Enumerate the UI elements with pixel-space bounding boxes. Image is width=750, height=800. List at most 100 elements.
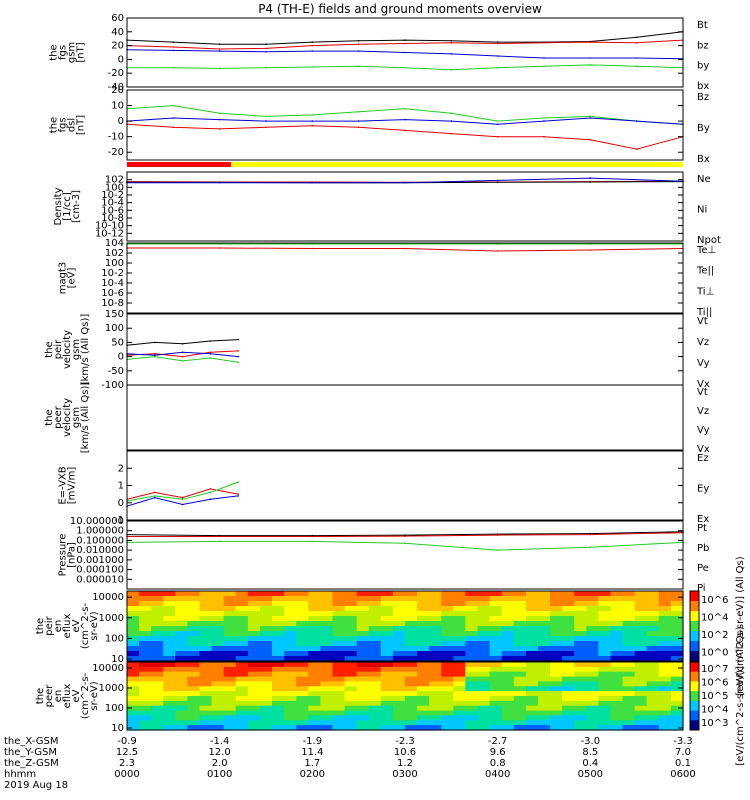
heatmap-cell [441, 700, 454, 707]
heatmap-cell [175, 591, 188, 597]
heatmap-cell [429, 671, 442, 678]
heatmap-cell [127, 676, 140, 683]
heatmap-cell [453, 705, 466, 712]
heatmap-cell [151, 666, 164, 673]
heatmap-cell [670, 686, 684, 692]
heatmap-cell [525, 641, 539, 647]
heatmap-cell [187, 725, 201, 731]
y-axis-label: Density [53, 187, 64, 225]
heatmap-cell [453, 691, 466, 697]
heatmap-cell [622, 641, 636, 647]
heatmap-cell [598, 681, 612, 687]
heatmap-cell [356, 621, 370, 627]
heatmap-cell [610, 710, 624, 717]
heatmap-cell [199, 720, 213, 726]
data-point [496, 41, 499, 43]
data-point [357, 120, 360, 122]
heatmap-cell [223, 626, 237, 632]
heatmap-cell [151, 662, 164, 668]
heatmap-cell [610, 646, 624, 652]
heatmap-cell [501, 641, 515, 647]
heatmap-cell [562, 596, 575, 602]
heatmap-cell [610, 696, 624, 702]
heatmap-cell [610, 641, 624, 647]
heatmap-cell [284, 651, 297, 657]
heatmap-cell [163, 641, 176, 647]
heatmap-cell [344, 676, 358, 683]
heatmap-cell [356, 686, 370, 692]
heatmap-cell [260, 671, 273, 678]
y-axis-label: [nPa] [67, 542, 78, 568]
heatmap-cell [380, 662, 394, 668]
heatmap-cell [405, 656, 418, 662]
heatmap-cell [127, 705, 140, 712]
data-point [265, 120, 267, 122]
heatmap-cell [550, 616, 563, 622]
data-point [237, 338, 239, 341]
heatmap-cell [405, 662, 418, 668]
data-point [543, 135, 545, 138]
heatmap-cell [187, 591, 201, 597]
heatmap-cell [489, 646, 503, 652]
heatmap-cell [477, 646, 491, 652]
heatmap-cell [562, 705, 575, 712]
heatmap-cell [356, 656, 370, 662]
footer-value: 11.4 [301, 747, 323, 758]
heatmap-cell [320, 596, 334, 602]
heatmap-cell [598, 691, 612, 697]
heatmap-cell [296, 606, 309, 612]
heatmap-cell [550, 700, 563, 707]
data-point [311, 44, 314, 47]
heatmap-cell [538, 691, 551, 697]
heatmap-cell [489, 641, 503, 647]
heatmap-cell [489, 631, 503, 637]
heatmap-cell [646, 641, 660, 647]
heatmap-cell [477, 662, 491, 668]
y-tick-label: 1.000000 [76, 526, 124, 537]
y-tick-label: 0 [118, 352, 124, 363]
heatmap-cell [332, 616, 346, 622]
heatmap-cell [405, 686, 418, 692]
heatmap-cell [598, 631, 612, 637]
heatmap-cell [187, 662, 201, 668]
footer-value: -2.3 [395, 736, 415, 747]
heatmap-cell [223, 725, 237, 731]
heatmap-cell [477, 700, 491, 707]
y-tick-label: 10-6 [101, 288, 124, 299]
y-tick-label: 1 [118, 481, 124, 492]
heatmap-cell [163, 720, 176, 726]
heatmap-cell [562, 631, 575, 637]
heatmap-cell [670, 681, 684, 687]
heatmap-cell [223, 591, 237, 597]
heatmap-cell [296, 656, 309, 662]
data-point [589, 533, 592, 536]
heatmap-cell [477, 626, 491, 632]
heatmap-cell [380, 705, 394, 712]
heatmap-cell [320, 611, 334, 617]
heatmap-cell [525, 715, 539, 721]
data-point [237, 481, 239, 483]
heatmap-cell [634, 715, 648, 721]
heatmap-cell [538, 641, 551, 647]
heatmap-cell [187, 641, 201, 647]
heatmap-cell [477, 671, 491, 678]
y-tick-label: 0.000100 [76, 565, 124, 576]
heatmap-cell [622, 596, 636, 602]
heatmap-cell [634, 601, 648, 607]
data-point [404, 118, 406, 121]
y-axis-label: en [53, 620, 64, 633]
heatmap-cell [163, 626, 176, 632]
heatmap-cell [344, 626, 358, 632]
heatmap-cell [199, 696, 213, 702]
heatmap-cell [308, 700, 321, 707]
heatmap-cell [658, 671, 672, 678]
heatmap-cell [670, 710, 684, 717]
heatmap-cell [634, 686, 648, 692]
heatmap-cell [380, 671, 394, 678]
y-tick-label: 104 [105, 238, 124, 249]
heatmap-cell [610, 651, 624, 657]
heatmap-cell [272, 606, 285, 612]
heatmap-cell [392, 715, 406, 721]
heatmap-cell [380, 596, 394, 602]
